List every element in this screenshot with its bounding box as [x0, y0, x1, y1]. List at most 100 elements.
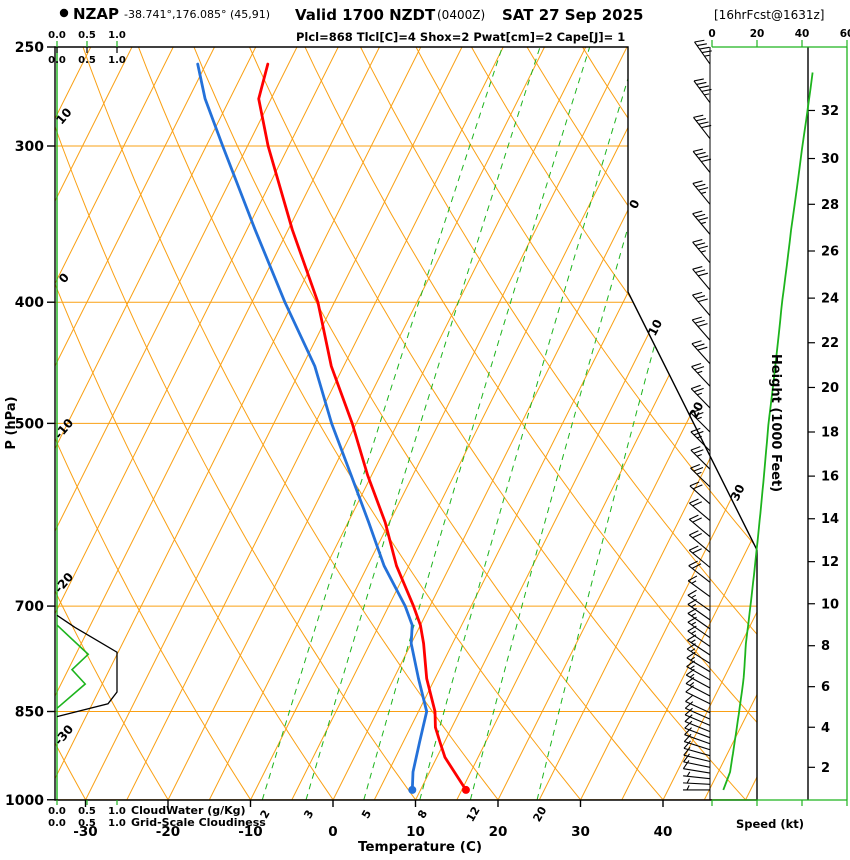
mixing-ratio-line: [419, 47, 639, 800]
surface-dewpoint-dot: [408, 785, 417, 794]
cloud-profiles: [56, 47, 118, 800]
cloudwater-scale-label-bottom: 0.5: [78, 806, 96, 817]
isotherm-line: [55, 47, 219, 800]
wind-barb-staff: [684, 721, 711, 733]
cloudwater-curve: [56, 624, 90, 709]
temperature-axis-title: Temperature (C): [358, 839, 482, 855]
wind-barb-staff: [683, 754, 711, 763]
wind-barb-feather: [683, 753, 690, 763]
cloudiness-scale-label: 1.0: [108, 55, 126, 66]
wind-barb-feather: [698, 155, 709, 159]
isotherm-line: [55, 47, 384, 800]
wind-barb: [687, 575, 711, 598]
dry-adiabat-line: [55, 47, 104, 800]
isotherm-line: [55, 47, 260, 800]
cloudiness-curve: [56, 614, 118, 718]
wind-barb: [693, 114, 712, 140]
wind-barb-half-feather: [690, 656, 696, 661]
dewpoint-curve: [196, 62, 429, 792]
wind-barb-half-feather: [691, 594, 697, 599]
wind-barb-feather: [685, 694, 694, 702]
wind-barb-feather: [698, 187, 709, 191]
height-tick-label: 8: [821, 639, 830, 654]
wind-barb-feather: [695, 269, 706, 274]
wind-barbs: [682, 39, 712, 800]
pressure-tick-label: 300: [15, 139, 44, 155]
temperature-tick-label: 0: [328, 824, 337, 840]
wind-barb-feather: [689, 498, 699, 504]
wind-barb: [683, 740, 711, 757]
wind-barb-half-feather: [691, 621, 697, 626]
height-tick-label: 18: [821, 425, 839, 440]
wind-barb-feather: [691, 563, 702, 569]
wind-barb-feather: [691, 340, 702, 345]
isotherm-line: [204, 47, 590, 800]
wind-barb-half-feather: [696, 471, 702, 475]
wind-barb: [694, 39, 712, 65]
wind-barb-feather: [688, 560, 698, 567]
wind-barb: [691, 316, 711, 341]
isotherm-line: [122, 47, 508, 800]
height-tick-label: 6: [821, 680, 830, 695]
dry-adiabat-line: [294, 47, 757, 800]
wind-barb-feather: [692, 484, 703, 490]
wind-barb: [688, 545, 711, 568]
wind-barb-feather: [684, 707, 693, 716]
temperature-tick-label: -10: [238, 824, 262, 840]
wind-barb-feather: [693, 449, 704, 454]
height-tick-label: 30: [821, 152, 839, 167]
wind-barb-feather: [693, 467, 704, 472]
wind-barb-feather: [695, 295, 706, 299]
cloudwater-scale-label: 0.0: [48, 30, 66, 41]
station-id: NZAP: [73, 5, 119, 23]
wind-barb-feather: [687, 575, 698, 582]
wind-barb: [687, 616, 711, 639]
wind-barb-feather: [690, 446, 701, 451]
station-bullet-icon: [59, 8, 69, 18]
isotherm-line: [55, 47, 425, 800]
wind-barb-staff: [685, 707, 711, 720]
speed-tick-label: 60: [840, 28, 850, 40]
wind-barb-staff: [687, 630, 711, 647]
dry-adiabat-line: [184, 47, 692, 800]
wind-barb-feather: [692, 316, 702, 321]
wind-barb: [684, 720, 711, 739]
dry-adiabat-line: [348, 47, 757, 800]
height-axis-title: Height (1000 Feet): [768, 354, 783, 492]
wind-barb-feather: [694, 366, 705, 371]
wind-barb: [685, 685, 711, 705]
cloudiness-scale-label: 0.0: [48, 55, 66, 66]
wind-barb-half-feather: [700, 221, 706, 225]
cloudwater-scale-label-bottom: 1.0: [108, 806, 126, 817]
wind-barb-half-feather: [704, 54, 710, 57]
wind-barb-half-feather: [696, 435, 702, 439]
isotherm-line: [55, 47, 136, 800]
wind-barb: [684, 701, 711, 720]
wind-barb: [683, 785, 710, 791]
dry-adiabat-line: [55, 47, 440, 800]
wind-barb-feather: [696, 43, 707, 47]
wind-barb-half-feather: [696, 453, 702, 457]
wind-barb-half-feather: [704, 93, 710, 96]
wind-barb-half-feather: [691, 580, 697, 584]
wind-barb-feather: [684, 720, 693, 729]
temperature-curve: [257, 62, 468, 792]
station-coords: -38.741°,176.085° (45,91): [124, 8, 270, 21]
isotherm-line: [411, 47, 757, 800]
isotherm-line: [55, 47, 301, 800]
wind-barb-feather: [689, 481, 700, 487]
wind-barb-half-feather: [700, 191, 707, 194]
wind-barb-feather: [697, 298, 708, 303]
dry-adiabat-line: [623, 47, 757, 800]
wind-barb-feather: [683, 733, 692, 742]
wind-barb-feather: [695, 151, 706, 156]
wind-barb-staff: [683, 747, 711, 757]
wind-barb: [692, 180, 711, 205]
wind-barb-feather: [684, 714, 693, 722]
pressure-tick-label: 850: [15, 705, 44, 721]
wind-barb: [690, 408, 711, 433]
wind-barb-feather: [696, 118, 707, 122]
wind-barb-feather: [695, 242, 706, 246]
